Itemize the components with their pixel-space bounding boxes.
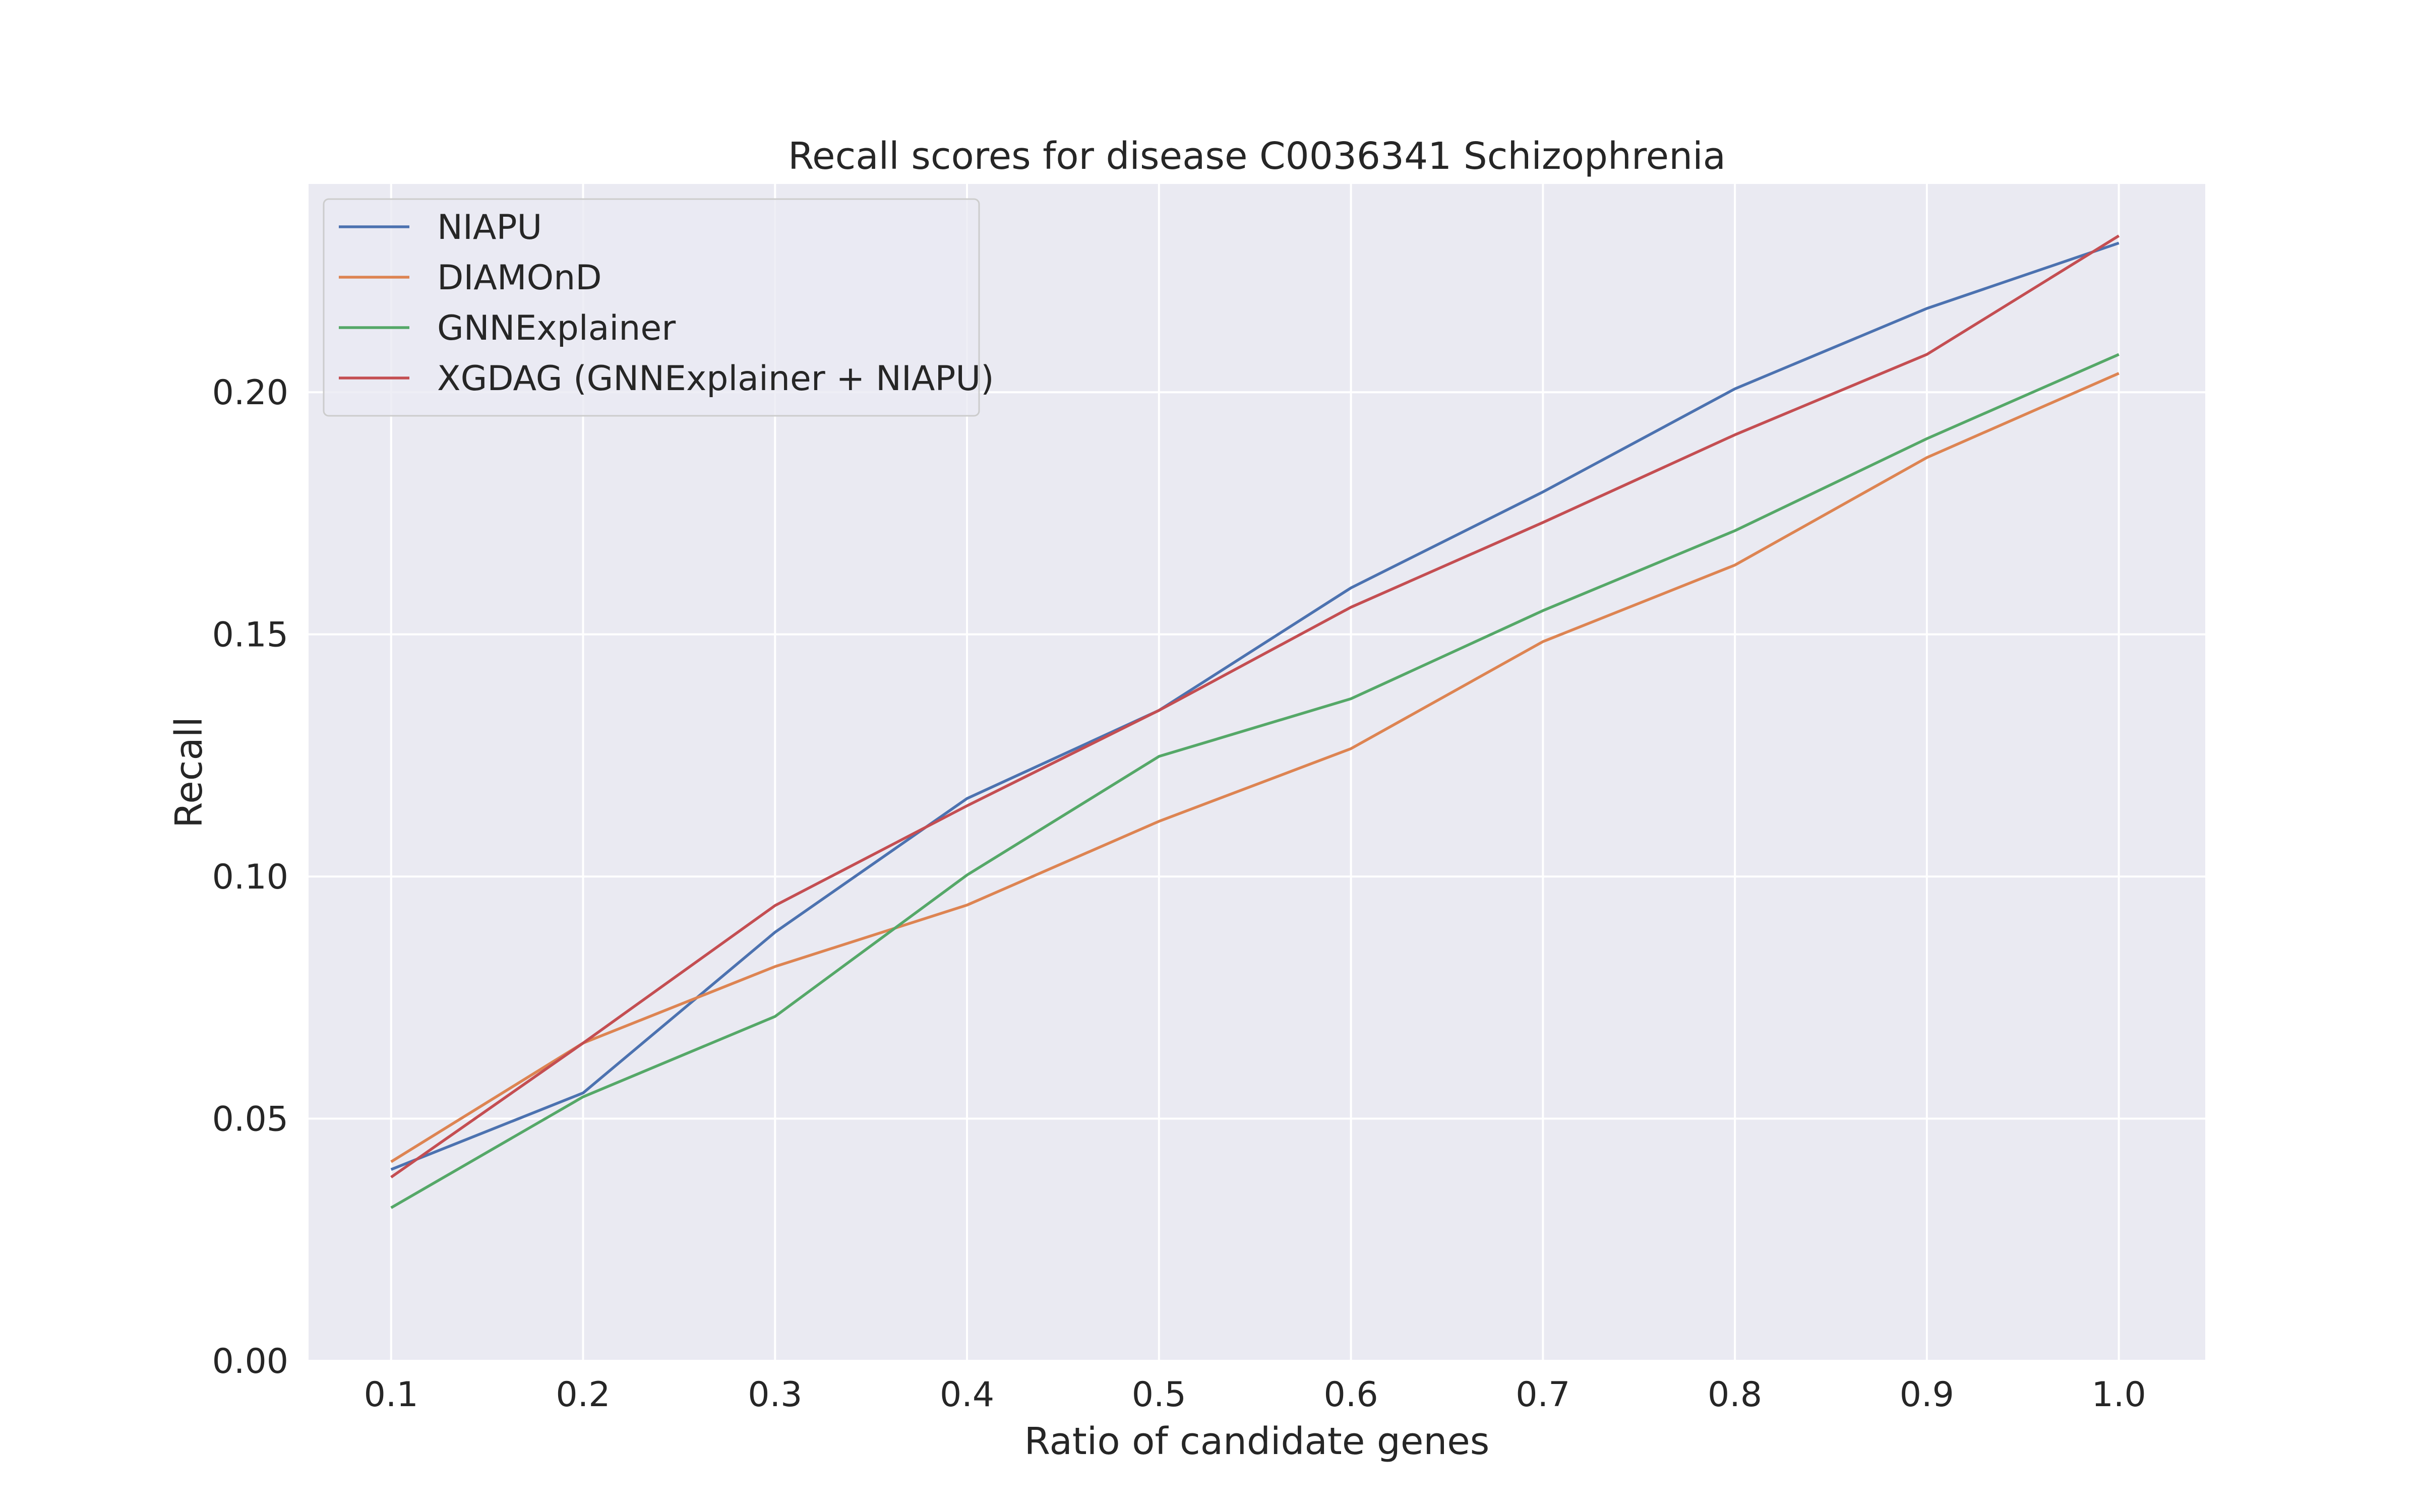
legend-label: XGDAG (GNNExplainer + NIAPU) [437,359,994,399]
chart-title: Recall scores for disease C0036341 Schiz… [788,135,1726,178]
series-line-gnnexplainer [390,353,2120,1209]
x-tick-label: 0.7 [1516,1375,1570,1415]
y-axis-ticks: 0.00 0.05 0.10 0.15 0.20 [212,373,288,1381]
legend-entry: GNNExplainer [339,308,676,348]
y-axis-title: Recall [167,717,211,828]
legend-entry: DIAMOnD [339,258,602,298]
x-tick-label: 0.4 [940,1375,994,1415]
legend-label: DIAMOnD [437,258,602,298]
series-line-niapu [390,241,2120,1171]
x-axis-ticks: 0.1 0.2 0.3 0.4 0.5 0.6 0.7 0.8 0.9 1.0 [364,1375,2146,1415]
legend-entry: NIAPU [339,208,542,247]
legend: NIAPU DIAMOnD GNNExplainer XGDAG (GNNExplai… [323,198,994,417]
legend-entries: NIAPU DIAMOnD GNNExplainer XGDAG (GNNExplai… [339,208,994,399]
y-tick-label: 0.10 [212,857,288,897]
series-lines [390,234,2120,1209]
series-line-diamond [390,372,2120,1163]
legend-label: GNNExplainer [437,308,676,348]
y-tick-label: 0.05 [212,1100,288,1140]
x-tick-label: 0.2 [556,1375,610,1415]
x-tick-label: 0.6 [1323,1375,1378,1415]
series-line-xgdag-gnnexplainer-niapu [390,234,2120,1179]
legend-box [323,198,980,417]
x-axis-title: Ratio of candidate genes [1024,1420,1490,1463]
x-tick-label: 0.3 [748,1375,802,1415]
legend-label: NIAPU [437,208,542,247]
legend-entry: XGDAG (GNNExplainer + NIAPU) [339,359,994,399]
x-tick-label: 0.8 [1708,1375,1762,1415]
y-tick-label: 0.00 [212,1342,288,1381]
x-tick-label: 1.0 [2092,1375,2146,1415]
y-tick-label: 0.15 [212,615,288,655]
x-tick-label: 0.9 [1900,1375,1954,1415]
x-tick-label: 0.1 [364,1375,418,1415]
y-tick-label: 0.20 [212,373,288,413]
x-tick-label: 0.5 [1132,1375,1186,1415]
